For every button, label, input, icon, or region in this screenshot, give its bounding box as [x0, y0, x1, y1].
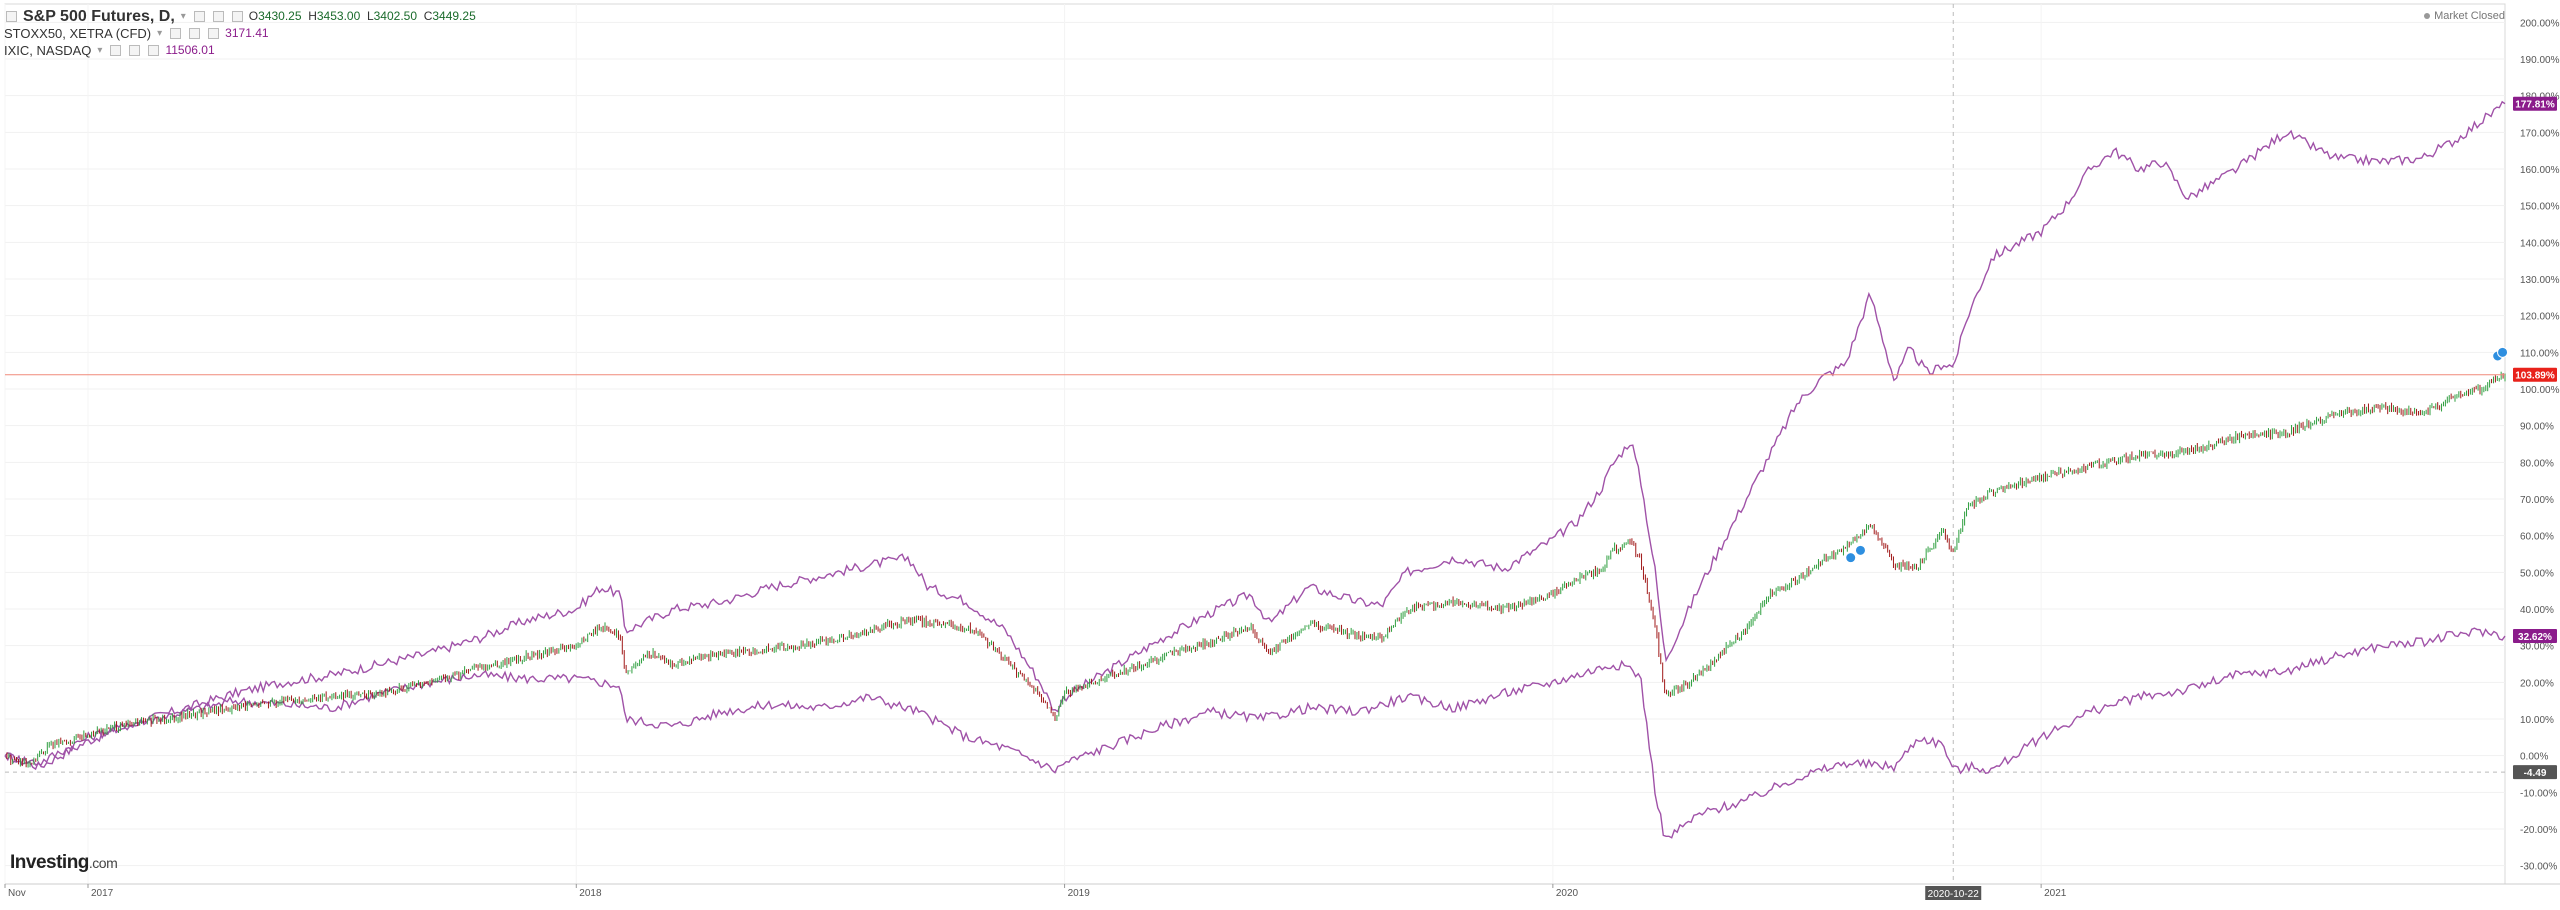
y-tick-label: 110.00% — [2520, 348, 2559, 359]
y-tick-label: 160.00% — [2520, 165, 2560, 176]
series-line-stoxx50 — [4, 627, 2506, 839]
status-dot-icon — [2424, 13, 2431, 19]
y-tick-label: 10.00% — [2520, 715, 2554, 726]
y-tick-label: 80.00% — [2520, 458, 2554, 469]
close-value: 3449.25 — [432, 9, 476, 23]
event-marker-icon[interactable] — [1845, 552, 1857, 564]
y-tick-label: 40.00% — [2520, 605, 2554, 616]
open-value: 3430.25 — [258, 9, 302, 23]
y-tick-label: 200.00% — [2520, 18, 2560, 29]
plot-frame — [4, 3, 2506, 885]
stoxx-last-badge — [2513, 629, 2557, 644]
y-tick-label: -20.00% — [2520, 825, 2557, 836]
x-tick-label: 2021 — [2044, 888, 2067, 899]
settings-icon[interactable] — [110, 45, 122, 56]
y-tick-label: 120.00% — [2520, 312, 2560, 323]
x-tick-label: 2019 — [1068, 888, 1091, 899]
spx-last-badge — [2513, 367, 2557, 382]
remove-icon[interactable] — [148, 45, 160, 56]
chart-legend: S&P 500 Futures, D, ▾ O3430.25 H3453.00 … — [4, 8, 476, 59]
spx-last-badge-label: 103.89% — [2515, 371, 2555, 382]
x-tick-label: 2020 — [1556, 888, 1579, 899]
crosshair-y-badge-label: -4.49 — [2524, 768, 2547, 779]
brand-logo: Investing.com — [10, 852, 118, 873]
ixic-last-value: 11506.01 — [165, 43, 215, 57]
ixic-last-badge — [2513, 96, 2557, 111]
y-tick-label: 140.00% — [2520, 238, 2560, 249]
hide-icon[interactable] — [212, 11, 224, 22]
y-tick-label: 70.00% — [2520, 495, 2554, 506]
y-tick-label: 150.00% — [2520, 202, 2560, 213]
y-tick-label: 130.00% — [2520, 275, 2560, 286]
y-tick-label: 100.00% — [2520, 385, 2560, 396]
legend-compare-row-2[interactable]: IXIC, NASDAQ ▾ 11506.01 — [4, 42, 476, 59]
legend-compare-row-1[interactable]: STOXX50, XETRA (CFD) ▾ 3171.41 — [4, 25, 476, 42]
stoxx-last-badge-label: 32.62% — [2518, 632, 2552, 643]
dropdown-caret-icon[interactable]: ▾ — [97, 45, 103, 56]
event-marker-icon[interactable] — [2497, 346, 2509, 358]
stoxx-last-value: 3171.41 — [225, 26, 269, 40]
collapse-icon[interactable] — [6, 11, 17, 22]
dropdown-caret-icon[interactable]: ▾ — [157, 28, 163, 39]
remove-icon[interactable] — [231, 11, 243, 22]
settings-icon[interactable] — [170, 28, 182, 39]
settings-icon[interactable] — [193, 11, 205, 22]
crosshair-y-badge — [2513, 765, 2557, 780]
compare-symbol-ixic[interactable]: IXIC, NASDAQ — [4, 43, 92, 58]
remove-icon[interactable] — [208, 28, 220, 39]
x-tick-label: 2017 — [91, 888, 114, 899]
dropdown-caret-icon[interactable]: ▾ — [180, 11, 186, 22]
crosshair-x-badge-label: 2020-10-22 — [1928, 889, 1980, 900]
x-tick-label: 2018 — [579, 888, 602, 899]
y-tick-label: 30.00% — [2520, 642, 2554, 653]
y-tick-label: 20.00% — [2520, 678, 2554, 689]
market-status: Market Closed — [2424, 10, 2505, 22]
x-tick-label: Nov — [8, 888, 26, 899]
hide-icon[interactable] — [189, 28, 201, 39]
y-tick-label: 0.00% — [2520, 752, 2548, 763]
high-value: 3453.00 — [316, 9, 361, 23]
y-tick-label: 50.00% — [2520, 568, 2554, 579]
y-tick-label: 190.00% — [2520, 55, 2560, 66]
ixic-last-badge-label: 177.81% — [2515, 100, 2555, 111]
ohlc-values: O3430.25 H3453.00 L3402.50 C3449.25 — [248, 9, 476, 23]
event-marker-icon[interactable] — [1854, 544, 1866, 556]
y-tick-label: -30.00% — [2520, 862, 2557, 873]
hide-icon[interactable] — [129, 45, 141, 56]
y-tick-label: 170.00% — [2520, 128, 2560, 139]
legend-main-row[interactable]: S&P 500 Futures, D, ▾ O3430.25 H3453.00 … — [4, 8, 476, 25]
main-symbol[interactable]: S&P 500 Futures, D, — [23, 8, 175, 25]
series-line-ixic — [4, 100, 2506, 771]
y-tick-label: -10.00% — [2520, 788, 2557, 799]
low-value: 3402.50 — [373, 9, 418, 23]
crosshair-x-badge — [1925, 886, 1982, 900]
y-tick-label: 90.00% — [2520, 422, 2554, 433]
compare-symbol-stoxx[interactable]: STOXX50, XETRA (CFD) — [4, 26, 152, 41]
y-tick-label: 60.00% — [2520, 532, 2554, 543]
